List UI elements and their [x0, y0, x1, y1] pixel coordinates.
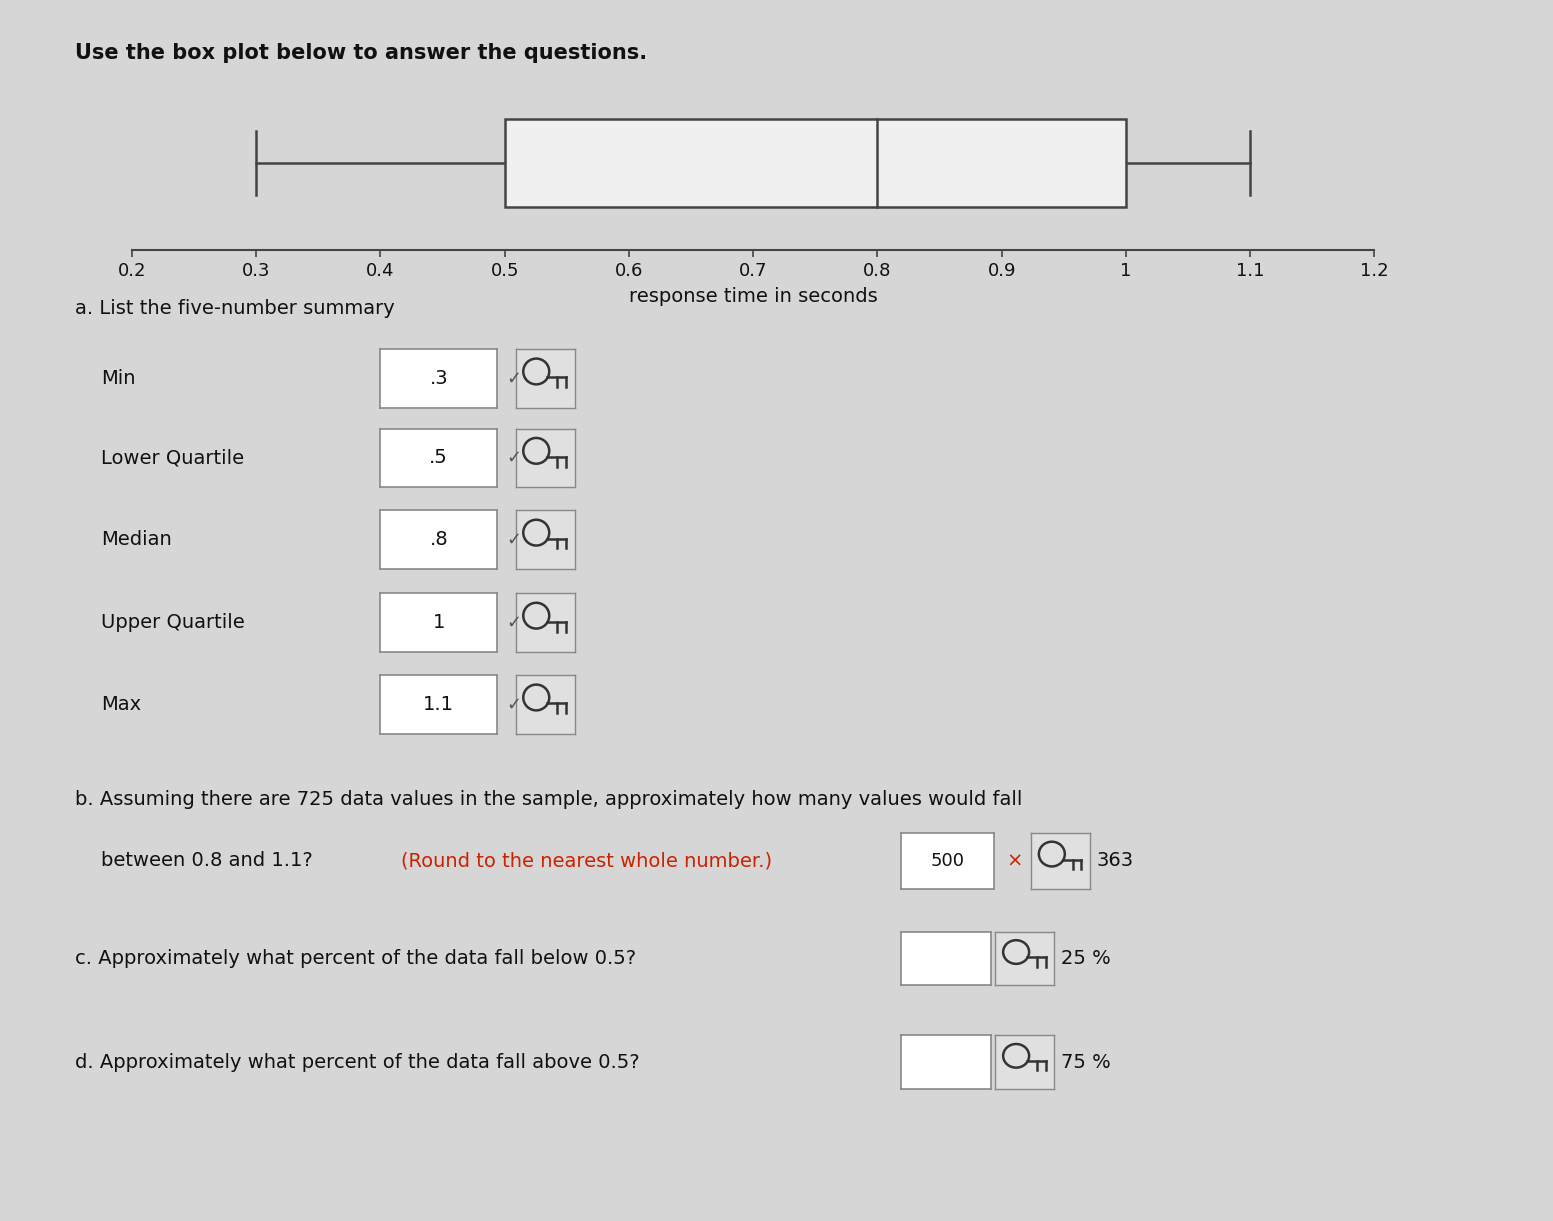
Text: .8: .8: [430, 530, 447, 549]
Text: Max: Max: [101, 695, 141, 714]
Text: ✓: ✓: [506, 449, 522, 466]
Text: d. Approximately what percent of the data fall above 0.5?: d. Approximately what percent of the dat…: [75, 1053, 640, 1072]
Text: 75 %: 75 %: [1061, 1053, 1110, 1072]
Text: Lower Quartile: Lower Quartile: [101, 448, 244, 468]
X-axis label: response time in seconds: response time in seconds: [629, 287, 877, 306]
Text: .3: .3: [430, 369, 447, 388]
Text: 25 %: 25 %: [1061, 949, 1110, 968]
Text: between 0.8 and 1.1?: between 0.8 and 1.1?: [101, 851, 312, 871]
Text: Min: Min: [101, 369, 135, 388]
Text: ✓: ✓: [506, 614, 522, 631]
Text: 363: 363: [1096, 851, 1134, 871]
Text: a. List the five-number summary: a. List the five-number summary: [75, 299, 394, 319]
Text: 1.1: 1.1: [424, 695, 453, 714]
Text: ✓: ✓: [506, 531, 522, 548]
Text: 1: 1: [433, 613, 444, 632]
Text: b. Assuming there are 725 data values in the sample, approximately how many valu: b. Assuming there are 725 data values in…: [75, 790, 1022, 810]
Text: ✓: ✓: [506, 696, 522, 713]
Text: Use the box plot below to answer the questions.: Use the box plot below to answer the que…: [75, 43, 646, 62]
Text: ×: ×: [1006, 851, 1023, 871]
Text: 500: 500: [930, 852, 964, 869]
Text: Upper Quartile: Upper Quartile: [101, 613, 245, 632]
Text: ✓: ✓: [506, 370, 522, 387]
Bar: [505, 120, 1126, 206]
Text: Median: Median: [101, 530, 172, 549]
Text: c. Approximately what percent of the data fall below 0.5?: c. Approximately what percent of the dat…: [75, 949, 635, 968]
Text: .5: .5: [429, 448, 449, 468]
Text: (Round to the nearest whole number.): (Round to the nearest whole number.): [401, 851, 772, 871]
